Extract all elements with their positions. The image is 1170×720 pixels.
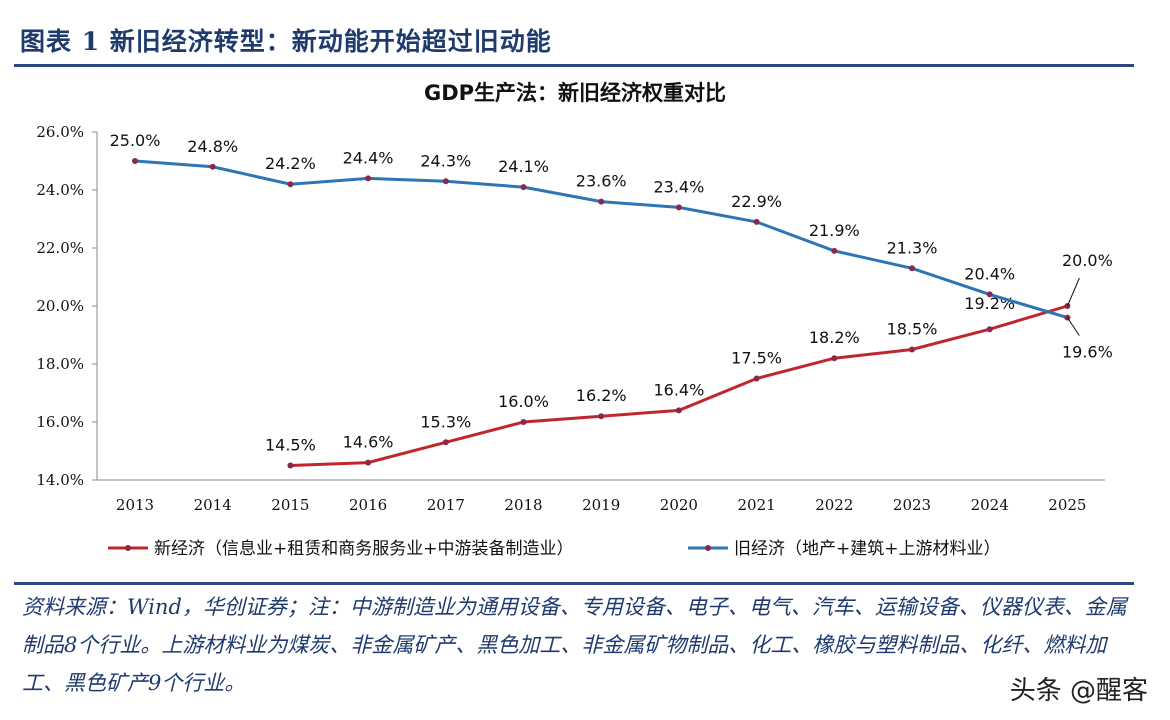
x-tick-label: 2021 <box>738 496 776 514</box>
data-label: 15.3% <box>420 412 471 431</box>
data-point <box>520 419 527 425</box>
data-label: 20.0% <box>1062 251 1113 270</box>
leader-line <box>1066 277 1080 307</box>
data-point <box>753 218 760 225</box>
x-tick-label: 2024 <box>971 496 1009 514</box>
leader-line <box>1066 317 1080 336</box>
data-point <box>675 407 682 414</box>
data-point <box>365 175 372 182</box>
data-point <box>909 346 915 353</box>
data-point <box>520 184 527 191</box>
x-tick-label: 2013 <box>116 496 154 514</box>
data-point <box>287 462 294 469</box>
data-label: 25.0% <box>110 131 161 150</box>
x-tick-label: 2017 <box>427 496 465 514</box>
data-label: 16.2% <box>576 386 627 405</box>
y-tick-label: 18.0% <box>36 355 84 373</box>
data-label: 18.2% <box>809 328 860 347</box>
data-label: 18.5% <box>887 320 938 339</box>
x-tick-label: 2018 <box>504 496 542 514</box>
data-label: 19.6% <box>1062 343 1113 362</box>
legend-marker <box>125 545 131 551</box>
x-tick-label: 2014 <box>194 496 232 514</box>
y-tick-label: 26.0% <box>36 123 84 141</box>
data-label: 14.6% <box>343 433 394 452</box>
data-label: 14.5% <box>265 436 316 455</box>
footer-rule <box>14 582 1134 585</box>
x-tick-label: 2022 <box>815 496 853 514</box>
y-tick-label: 24.0% <box>36 181 84 199</box>
legend-label: 旧经济（地产+建筑+上游材料业） <box>734 539 1001 559</box>
x-tick-label: 2020 <box>660 496 698 514</box>
data-point <box>442 178 449 185</box>
data-point <box>831 355 838 362</box>
line-chart: GDP生产法：新旧经济权重对比 14.0% 16.0% 18.0% 20.0% 22.0%… <box>36 81 1113 559</box>
data-label: 21.3% <box>887 238 938 257</box>
data-label: 17.5% <box>731 349 782 368</box>
watermark: 头条 @醒客 <box>1009 676 1148 706</box>
data-point <box>986 291 993 298</box>
data-point <box>753 375 760 382</box>
data-point <box>831 247 838 254</box>
data-label: 22.9% <box>731 192 782 211</box>
x-tick-label: 2016 <box>349 496 387 514</box>
data-label: 20.4% <box>964 264 1015 283</box>
data-label: 16.4% <box>653 380 704 399</box>
chart-title: GDP生产法：新旧经济权重对比 <box>424 81 726 105</box>
data-label: 23.4% <box>653 177 704 196</box>
data-label: 24.4% <box>343 148 394 167</box>
data-point <box>442 439 449 446</box>
y-tick-label: 14.0% <box>36 471 84 489</box>
y-tick-label: 20.0% <box>36 297 84 315</box>
data-label: 24.8% <box>187 137 238 156</box>
data-label: 24.1% <box>498 157 549 176</box>
data-point <box>675 204 682 211</box>
data-point <box>287 181 294 188</box>
data-point <box>132 158 138 164</box>
source-note: 资料来源：Wind，华创证券；注：中游制造业为通用设备、专用设备、电子、电气、汽… <box>22 595 1127 695</box>
data-point <box>598 413 605 420</box>
x-tick-label: 2015 <box>271 496 309 514</box>
legend-marker <box>705 545 711 551</box>
data-point <box>209 163 216 170</box>
data-label: 16.0% <box>498 392 549 411</box>
data-label: 24.3% <box>420 151 471 170</box>
y-tick-label: 22.0% <box>36 239 84 257</box>
title-rule <box>14 64 1134 67</box>
data-point <box>365 459 372 466</box>
data-label: 21.9% <box>809 221 860 240</box>
data-point <box>909 265 915 272</box>
data-label: 23.6% <box>576 172 627 191</box>
legend-label: 新经济（信息业+租赁和商务服务业+中游装备制造业） <box>154 539 574 559</box>
figure-title: 图表 1 新旧经济转型：新动能开始超过旧动能 <box>20 27 552 56</box>
y-tick-label: 16.0% <box>36 413 84 431</box>
x-tick-label: 2019 <box>582 496 620 514</box>
data-label: 24.2% <box>265 154 316 173</box>
x-tick-label: 2023 <box>893 496 931 514</box>
x-tick-label: 2025 <box>1048 496 1086 514</box>
data-point <box>598 198 605 205</box>
data-point <box>986 326 993 333</box>
